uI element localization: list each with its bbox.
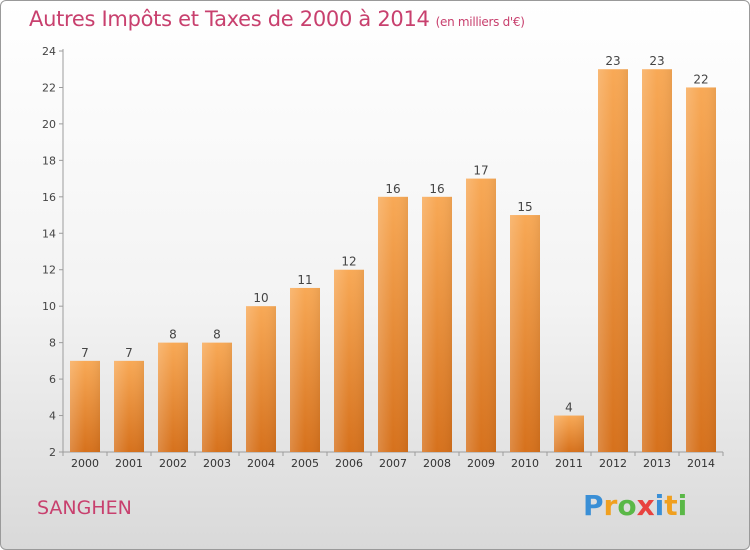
data-label: 7 xyxy=(125,346,133,360)
bar-shade xyxy=(70,360,100,452)
y-tick-label: 8 xyxy=(49,337,56,350)
y-tick-label: 20 xyxy=(42,118,56,131)
bar-shade xyxy=(290,287,320,452)
chart-title-text: Autres Impôts et Taxes de 2000 à 2014 xyxy=(29,7,430,31)
chart-labels: 7 2000 7 2001 8 2002 8 2003 10 2004 11 2005 12 2006 16… xyxy=(71,54,715,470)
x-tick-label: 2013 xyxy=(643,457,671,470)
bar-shade xyxy=(422,196,452,452)
bar-shade xyxy=(554,415,584,452)
data-label: 8 xyxy=(169,328,177,342)
y-tick-label: 6 xyxy=(49,373,56,386)
data-label: 10 xyxy=(253,291,268,305)
data-label: 12 xyxy=(341,255,356,269)
y-tick-label: 2 xyxy=(49,446,56,459)
x-tick-label: 2014 xyxy=(687,457,715,470)
x-tick-label: 2011 xyxy=(555,457,583,470)
y-tick-label: 4 xyxy=(49,410,56,423)
y-tick-label: 22 xyxy=(42,81,56,94)
bar-shade xyxy=(378,196,408,452)
x-tick-label: 2012 xyxy=(599,457,627,470)
y-tick-label: 16 xyxy=(42,191,56,204)
data-label: 23 xyxy=(605,54,620,68)
y-tick-label: 18 xyxy=(42,154,56,167)
data-label: 4 xyxy=(565,401,573,415)
x-tick-label: 2010 xyxy=(511,457,539,470)
town-name: SANGHEN xyxy=(37,497,132,519)
y-tick-label: 10 xyxy=(42,300,56,313)
chart-unit: (en milliers d'€) xyxy=(435,15,525,29)
bar-shade xyxy=(642,69,672,453)
x-tick-label: 2008 xyxy=(423,457,451,470)
bar-shade xyxy=(510,215,540,452)
data-label: 16 xyxy=(385,182,400,196)
x-tick-label: 2003 xyxy=(203,457,231,470)
y-tick-label: 24 xyxy=(42,45,56,58)
bar-shade xyxy=(158,342,188,452)
data-label: 7 xyxy=(81,346,89,360)
data-label: 15 xyxy=(517,200,532,214)
proxiti-logo: Proxiti xyxy=(583,489,688,522)
bar-shade xyxy=(114,360,144,452)
x-tick-label: 2009 xyxy=(467,457,495,470)
chart-bars xyxy=(70,69,716,453)
y-tick-label: 14 xyxy=(42,227,56,240)
x-tick-label: 2001 xyxy=(115,457,143,470)
data-label: 23 xyxy=(649,54,664,68)
x-tick-label: 2005 xyxy=(291,457,319,470)
data-label: 22 xyxy=(693,72,708,86)
data-label: 17 xyxy=(473,164,488,178)
chart-title: Autres Impôts et Taxes de 2000 à 2014 (en… xyxy=(29,7,525,31)
bar-shade xyxy=(598,69,628,453)
y-tick-label: 12 xyxy=(42,264,56,277)
x-tick-label: 2004 xyxy=(247,457,275,470)
data-label: 11 xyxy=(297,273,312,287)
bar-shade xyxy=(202,342,232,452)
data-label: 8 xyxy=(213,328,221,342)
x-tick-label: 2002 xyxy=(159,457,187,470)
x-tick-label: 2007 xyxy=(379,457,407,470)
x-tick-label: 2006 xyxy=(335,457,363,470)
x-tick-label: 2000 xyxy=(71,457,99,470)
bar-shade xyxy=(466,178,496,452)
bar-shade xyxy=(334,269,364,452)
bar-shade xyxy=(246,306,276,452)
bar-shade xyxy=(686,87,716,453)
data-label: 16 xyxy=(429,182,444,196)
